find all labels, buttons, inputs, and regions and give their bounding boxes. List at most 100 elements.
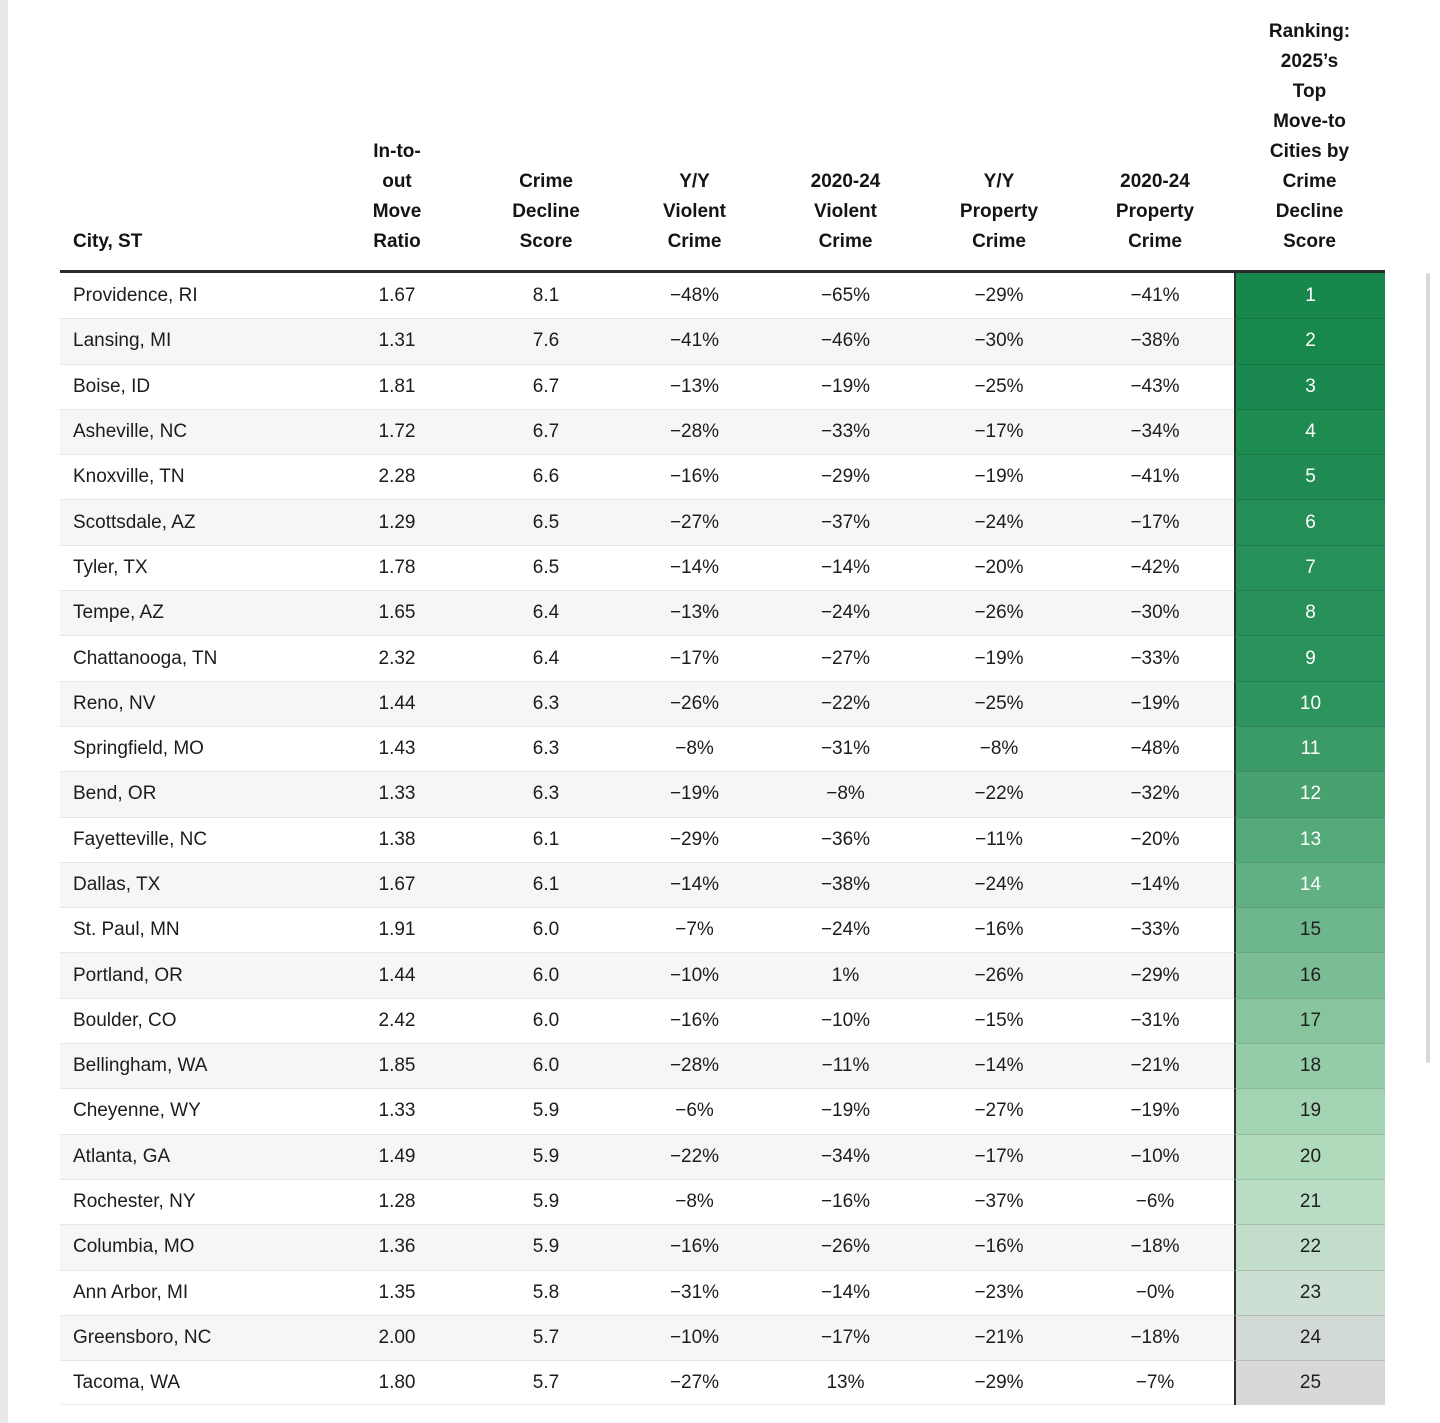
cell-yy-violent-crime: −10% (620, 952, 769, 998)
cell-yy-property-crime: −14% (922, 1043, 1076, 1089)
cell-yy-property-crime: −16% (922, 1224, 1076, 1270)
scrollbar-thumb[interactable] (1426, 273, 1430, 1063)
cell-2020-24-violent-crime: −14% (769, 544, 922, 590)
cell-city: Scottsdale, AZ (60, 499, 322, 545)
cell-yy-property-crime: −23% (922, 1269, 1076, 1315)
cell-yy-property-crime: −19% (922, 454, 1076, 499)
cell-yy-property-crime: −8% (922, 725, 1076, 771)
cell-yy-property-crime: −11% (922, 816, 1076, 862)
table-row: Boise, ID 1.81 6.7 −13% −19% −25% −43% 3 (60, 363, 1385, 409)
cell-yy-property-crime: −25% (922, 680, 1076, 726)
cell-2020-24-violent-crime: −16% (769, 1178, 922, 1224)
cell-ranking: 13 (1234, 816, 1385, 862)
cell-ranking: 11 (1234, 725, 1385, 772)
cell-move-ratio: 1.49 (322, 1133, 472, 1179)
cell-yy-violent-crime: −22% (620, 1133, 769, 1179)
cell-2020-24-property-crime: −18% (1076, 1314, 1234, 1361)
cell-move-ratio: 1.43 (322, 725, 472, 771)
cell-2020-24-property-crime: −33% (1076, 635, 1234, 680)
cell-ranking: 15 (1234, 907, 1385, 953)
cell-2020-24-property-crime: −29% (1076, 952, 1234, 998)
cell-2020-24-violent-crime: −26% (769, 1224, 922, 1270)
cell-yy-violent-crime: −13% (620, 590, 769, 636)
cell-yy-property-crime: −25% (922, 363, 1076, 409)
cell-crime-decline-score: 6.3 (472, 771, 620, 817)
table-row: Atlanta, GA 1.49 5.9 −22% −34% −17% −10%… (60, 1133, 1385, 1179)
cell-2020-24-property-crime: −38% (1076, 318, 1234, 364)
cell-city: Reno, NV (60, 680, 322, 726)
cell-2020-24-property-crime: −30% (1076, 590, 1234, 636)
cell-crime-decline-score: 6.7 (472, 363, 620, 409)
cell-2020-24-property-crime: −14% (1076, 861, 1234, 908)
cell-city: Knoxville, TN (60, 454, 322, 499)
cell-move-ratio: 1.72 (322, 408, 472, 455)
cell-yy-property-crime: −24% (922, 499, 1076, 545)
cell-city: Tacoma, WA (60, 1360, 322, 1406)
cell-2020-24-violent-crime: −19% (769, 1088, 922, 1133)
cell-crime-decline-score: 5.9 (472, 1133, 620, 1179)
cell-crime-decline-score: 5.8 (472, 1269, 620, 1315)
cell-crime-decline-score: 6.5 (472, 544, 620, 590)
cell-2020-24-violent-crime: −65% (820, 284, 871, 306)
cell-ranking: 22 (1234, 1224, 1385, 1270)
crime-decline-table: City, ST In-to- out Move Ratio Crime Dec… (60, 0, 1385, 1406)
cell-city: Cheyenne, WY (60, 1088, 322, 1133)
column-header-move-ratio: In-to- out Move Ratio (372, 141, 422, 252)
cell-yy-violent-crime: −16% (620, 454, 769, 499)
cell-move-ratio: 1.91 (322, 907, 472, 952)
cell-move-ratio: 2.28 (322, 454, 472, 499)
cell-city: Greensboro, NC (60, 1314, 322, 1361)
cell-crime-decline-score: 6.3 (472, 725, 620, 771)
cell-2020-24-violent-crime: −27% (769, 635, 922, 680)
cell-ranking: 2 (1234, 318, 1385, 364)
table-header-row: City, ST In-to- out Move Ratio Crime Dec… (60, 0, 1385, 273)
cell-city: Boulder, CO (60, 997, 322, 1043)
cell-crime-decline-score: 5.9 (472, 1178, 620, 1224)
cell-ranking: 9 (1234, 635, 1385, 681)
table-row: Dallas, TX 1.67 6.1 −14% −38% −24% −14% … (60, 861, 1385, 908)
cell-2020-24-violent-crime: −37% (769, 499, 922, 545)
cell-city: Portland, OR (60, 952, 322, 998)
cell-yy-property-crime: −20% (922, 544, 1076, 590)
cell-move-ratio: 1.80 (322, 1360, 472, 1406)
table-row: Tyler, TX 1.78 6.5 −14% −14% −20% −42% 7 (60, 544, 1385, 591)
cell-2020-24-property-crime: −19% (1076, 1088, 1234, 1133)
cell-2020-24-property-crime: −21% (1076, 1043, 1234, 1089)
table-row: Knoxville, TN 2.28 6.6 −16% −29% −19% −4… (60, 454, 1385, 500)
table-body: Providence, RI 1.67 8.1 −48% −65% −29% −… (60, 273, 1385, 1406)
cell-2020-24-violent-crime: −22% (769, 680, 922, 726)
cell-move-ratio: 2.00 (322, 1314, 472, 1361)
cell-move-ratio: 2.32 (322, 635, 472, 680)
cell-2020-24-property-crime: −19% (1076, 680, 1234, 726)
cell-yy-property-crime: −26% (922, 590, 1076, 636)
cell-yy-violent-crime: −29% (620, 816, 769, 862)
cell-yy-property-crime: −24% (922, 861, 1076, 908)
cell-ranking: 17 (1234, 997, 1385, 1044)
cell-yy-property-crime: −15% (922, 997, 1076, 1043)
cell-crime-decline-score: 8.1 (532, 284, 560, 306)
cell-2020-24-violent-crime: −14% (769, 1269, 922, 1315)
cell-yy-violent-crime: −28% (620, 408, 769, 455)
table-row: St. Paul, MN 1.91 6.0 −7% −24% −16% −33%… (60, 907, 1385, 953)
table-row: Cheyenne, WY 1.33 5.9 −6% −19% −27% −19%… (60, 1088, 1385, 1134)
cell-city: Columbia, MO (60, 1224, 322, 1270)
cell-2020-24-property-crime: −0% (1076, 1269, 1234, 1315)
column-header-2020-24-violent-crime: 2020-24 Violent Crime (810, 171, 881, 252)
cell-city: Springfield, MO (60, 725, 322, 771)
cell-2020-24-violent-crime: −34% (769, 1133, 922, 1179)
cell-2020-24-violent-crime: −24% (769, 590, 922, 636)
cell-crime-decline-score: 5.9 (472, 1088, 620, 1133)
cell-crime-decline-score: 6.5 (472, 499, 620, 545)
cell-ranking: 12 (1234, 771, 1385, 817)
cell-yy-property-crime: −19% (922, 635, 1076, 680)
cell-ranking: 10 (1234, 680, 1385, 726)
cell-2020-24-violent-crime: −36% (769, 816, 922, 862)
table-row: Bellingham, WA 1.85 6.0 −28% −11% −14% −… (60, 1043, 1385, 1089)
cell-2020-24-violent-crime: −38% (769, 861, 922, 908)
table-row: Reno, NV 1.44 6.3 −26% −22% −25% −19% 10 (60, 680, 1385, 726)
cell-crime-decline-score: 6.7 (472, 408, 620, 455)
cell-2020-24-property-crime: −43% (1076, 363, 1234, 409)
cell-ranking: 7 (1234, 544, 1385, 591)
cell-yy-violent-crime: −14% (620, 861, 769, 908)
cell-ranking: 19 (1234, 1088, 1385, 1134)
